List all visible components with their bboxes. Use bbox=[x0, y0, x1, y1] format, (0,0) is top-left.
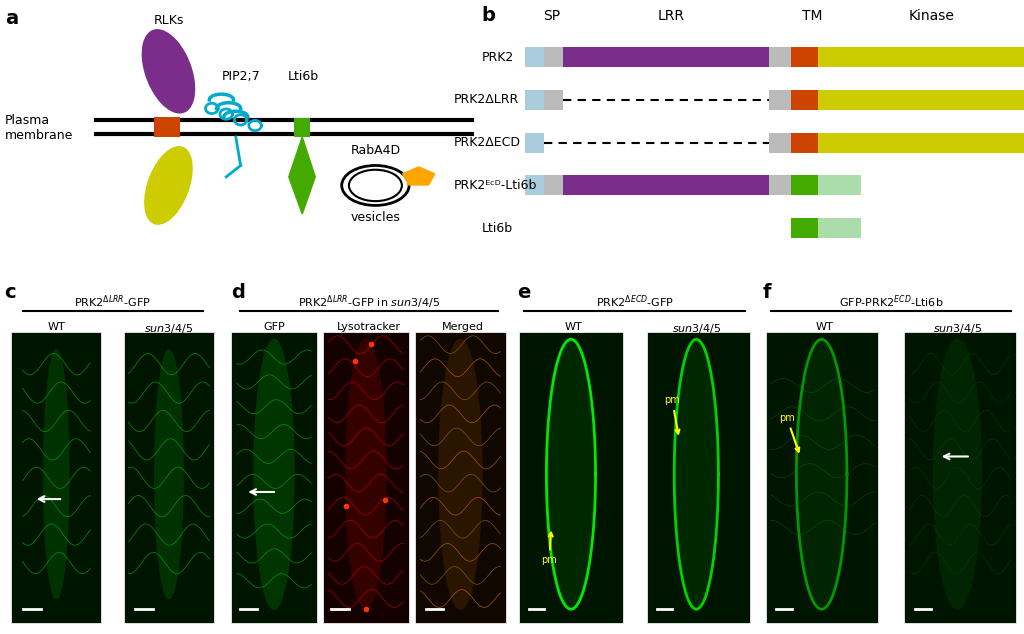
Polygon shape bbox=[934, 339, 981, 609]
FancyBboxPatch shape bbox=[519, 332, 623, 623]
FancyBboxPatch shape bbox=[791, 47, 818, 67]
Polygon shape bbox=[547, 339, 596, 609]
FancyBboxPatch shape bbox=[524, 176, 544, 195]
Text: Lti6b: Lti6b bbox=[481, 222, 512, 235]
Text: Plasma
membrane: Plasma membrane bbox=[5, 114, 73, 143]
Text: WT: WT bbox=[47, 321, 66, 332]
FancyBboxPatch shape bbox=[11, 332, 101, 623]
Polygon shape bbox=[439, 339, 482, 609]
Text: RabA4D: RabA4D bbox=[350, 144, 400, 157]
FancyBboxPatch shape bbox=[791, 90, 818, 110]
FancyBboxPatch shape bbox=[818, 176, 861, 195]
Text: f: f bbox=[763, 283, 772, 302]
FancyBboxPatch shape bbox=[231, 332, 317, 623]
FancyBboxPatch shape bbox=[818, 47, 1024, 67]
FancyBboxPatch shape bbox=[791, 176, 818, 195]
Text: d: d bbox=[231, 283, 245, 302]
Text: PIP2;7: PIP2;7 bbox=[221, 70, 260, 82]
Polygon shape bbox=[289, 137, 315, 214]
Text: PRK2$^{\Delta LRR}$-GFP: PRK2$^{\Delta LRR}$-GFP bbox=[74, 293, 152, 310]
Text: pm: pm bbox=[779, 413, 800, 451]
Text: vesicles: vesicles bbox=[350, 211, 400, 224]
FancyBboxPatch shape bbox=[818, 218, 861, 238]
Text: RLKs: RLKs bbox=[154, 14, 183, 27]
FancyBboxPatch shape bbox=[544, 47, 563, 67]
Text: SP: SP bbox=[544, 9, 560, 23]
Text: Kinase: Kinase bbox=[909, 9, 954, 23]
Text: WT: WT bbox=[815, 321, 834, 332]
FancyBboxPatch shape bbox=[544, 176, 563, 195]
Text: Merged: Merged bbox=[442, 321, 484, 332]
FancyBboxPatch shape bbox=[647, 332, 751, 623]
FancyBboxPatch shape bbox=[818, 133, 1024, 153]
FancyBboxPatch shape bbox=[904, 332, 1016, 623]
Text: PRK2ᴱᶜᴰ-Lti6b: PRK2ᴱᶜᴰ-Lti6b bbox=[454, 179, 538, 192]
Polygon shape bbox=[44, 350, 69, 598]
Polygon shape bbox=[674, 339, 719, 609]
Text: $sun3/4/5$: $sun3/4/5$ bbox=[672, 321, 721, 335]
FancyBboxPatch shape bbox=[791, 218, 818, 238]
Text: GFP: GFP bbox=[263, 321, 285, 332]
FancyBboxPatch shape bbox=[544, 90, 563, 110]
Text: PRK2$^{\Delta ECD}$-GFP: PRK2$^{\Delta ECD}$-GFP bbox=[596, 293, 674, 310]
Text: pm: pm bbox=[665, 395, 680, 434]
FancyBboxPatch shape bbox=[769, 176, 791, 195]
Text: PRK2ΔLRR: PRK2ΔLRR bbox=[454, 93, 519, 107]
Text: PRK2$^{\Delta LRR}$-GFP in $sun3/4/5$: PRK2$^{\Delta LRR}$-GFP in $sun3/4/5$ bbox=[298, 293, 439, 311]
Polygon shape bbox=[402, 167, 435, 185]
FancyBboxPatch shape bbox=[154, 117, 180, 137]
FancyBboxPatch shape bbox=[563, 47, 769, 67]
FancyBboxPatch shape bbox=[524, 47, 544, 67]
Text: $sun3/4/5$: $sun3/4/5$ bbox=[933, 321, 982, 335]
Text: PRK2: PRK2 bbox=[481, 51, 513, 63]
Text: c: c bbox=[4, 283, 16, 302]
Text: GFP-PRK2$^{ECD}$-Lti6b: GFP-PRK2$^{ECD}$-Lti6b bbox=[839, 293, 943, 310]
Text: e: e bbox=[517, 283, 530, 302]
FancyBboxPatch shape bbox=[766, 332, 878, 623]
Text: a: a bbox=[5, 8, 18, 27]
FancyBboxPatch shape bbox=[563, 176, 769, 195]
FancyBboxPatch shape bbox=[323, 332, 409, 623]
Text: $sun3/4/5$: $sun3/4/5$ bbox=[144, 321, 194, 335]
FancyBboxPatch shape bbox=[415, 332, 506, 623]
FancyBboxPatch shape bbox=[769, 47, 791, 67]
FancyBboxPatch shape bbox=[769, 90, 791, 110]
Text: TM: TM bbox=[802, 9, 822, 23]
Text: LRR: LRR bbox=[657, 9, 685, 23]
Polygon shape bbox=[346, 339, 386, 609]
FancyBboxPatch shape bbox=[524, 133, 544, 153]
Polygon shape bbox=[797, 339, 847, 609]
Text: b: b bbox=[481, 6, 496, 25]
Text: Lysotracker: Lysotracker bbox=[337, 321, 400, 332]
FancyBboxPatch shape bbox=[769, 133, 791, 153]
FancyBboxPatch shape bbox=[818, 90, 1024, 110]
Text: WT: WT bbox=[564, 321, 583, 332]
FancyBboxPatch shape bbox=[791, 133, 818, 153]
FancyBboxPatch shape bbox=[124, 332, 214, 623]
Polygon shape bbox=[254, 339, 294, 609]
FancyBboxPatch shape bbox=[294, 119, 310, 137]
Text: PRK2ΔECD: PRK2ΔECD bbox=[454, 136, 521, 149]
Ellipse shape bbox=[141, 29, 196, 113]
Text: pm: pm bbox=[542, 533, 557, 565]
Ellipse shape bbox=[144, 146, 193, 225]
Polygon shape bbox=[155, 350, 183, 598]
FancyBboxPatch shape bbox=[524, 90, 544, 110]
Text: Lti6b: Lti6b bbox=[288, 70, 318, 82]
